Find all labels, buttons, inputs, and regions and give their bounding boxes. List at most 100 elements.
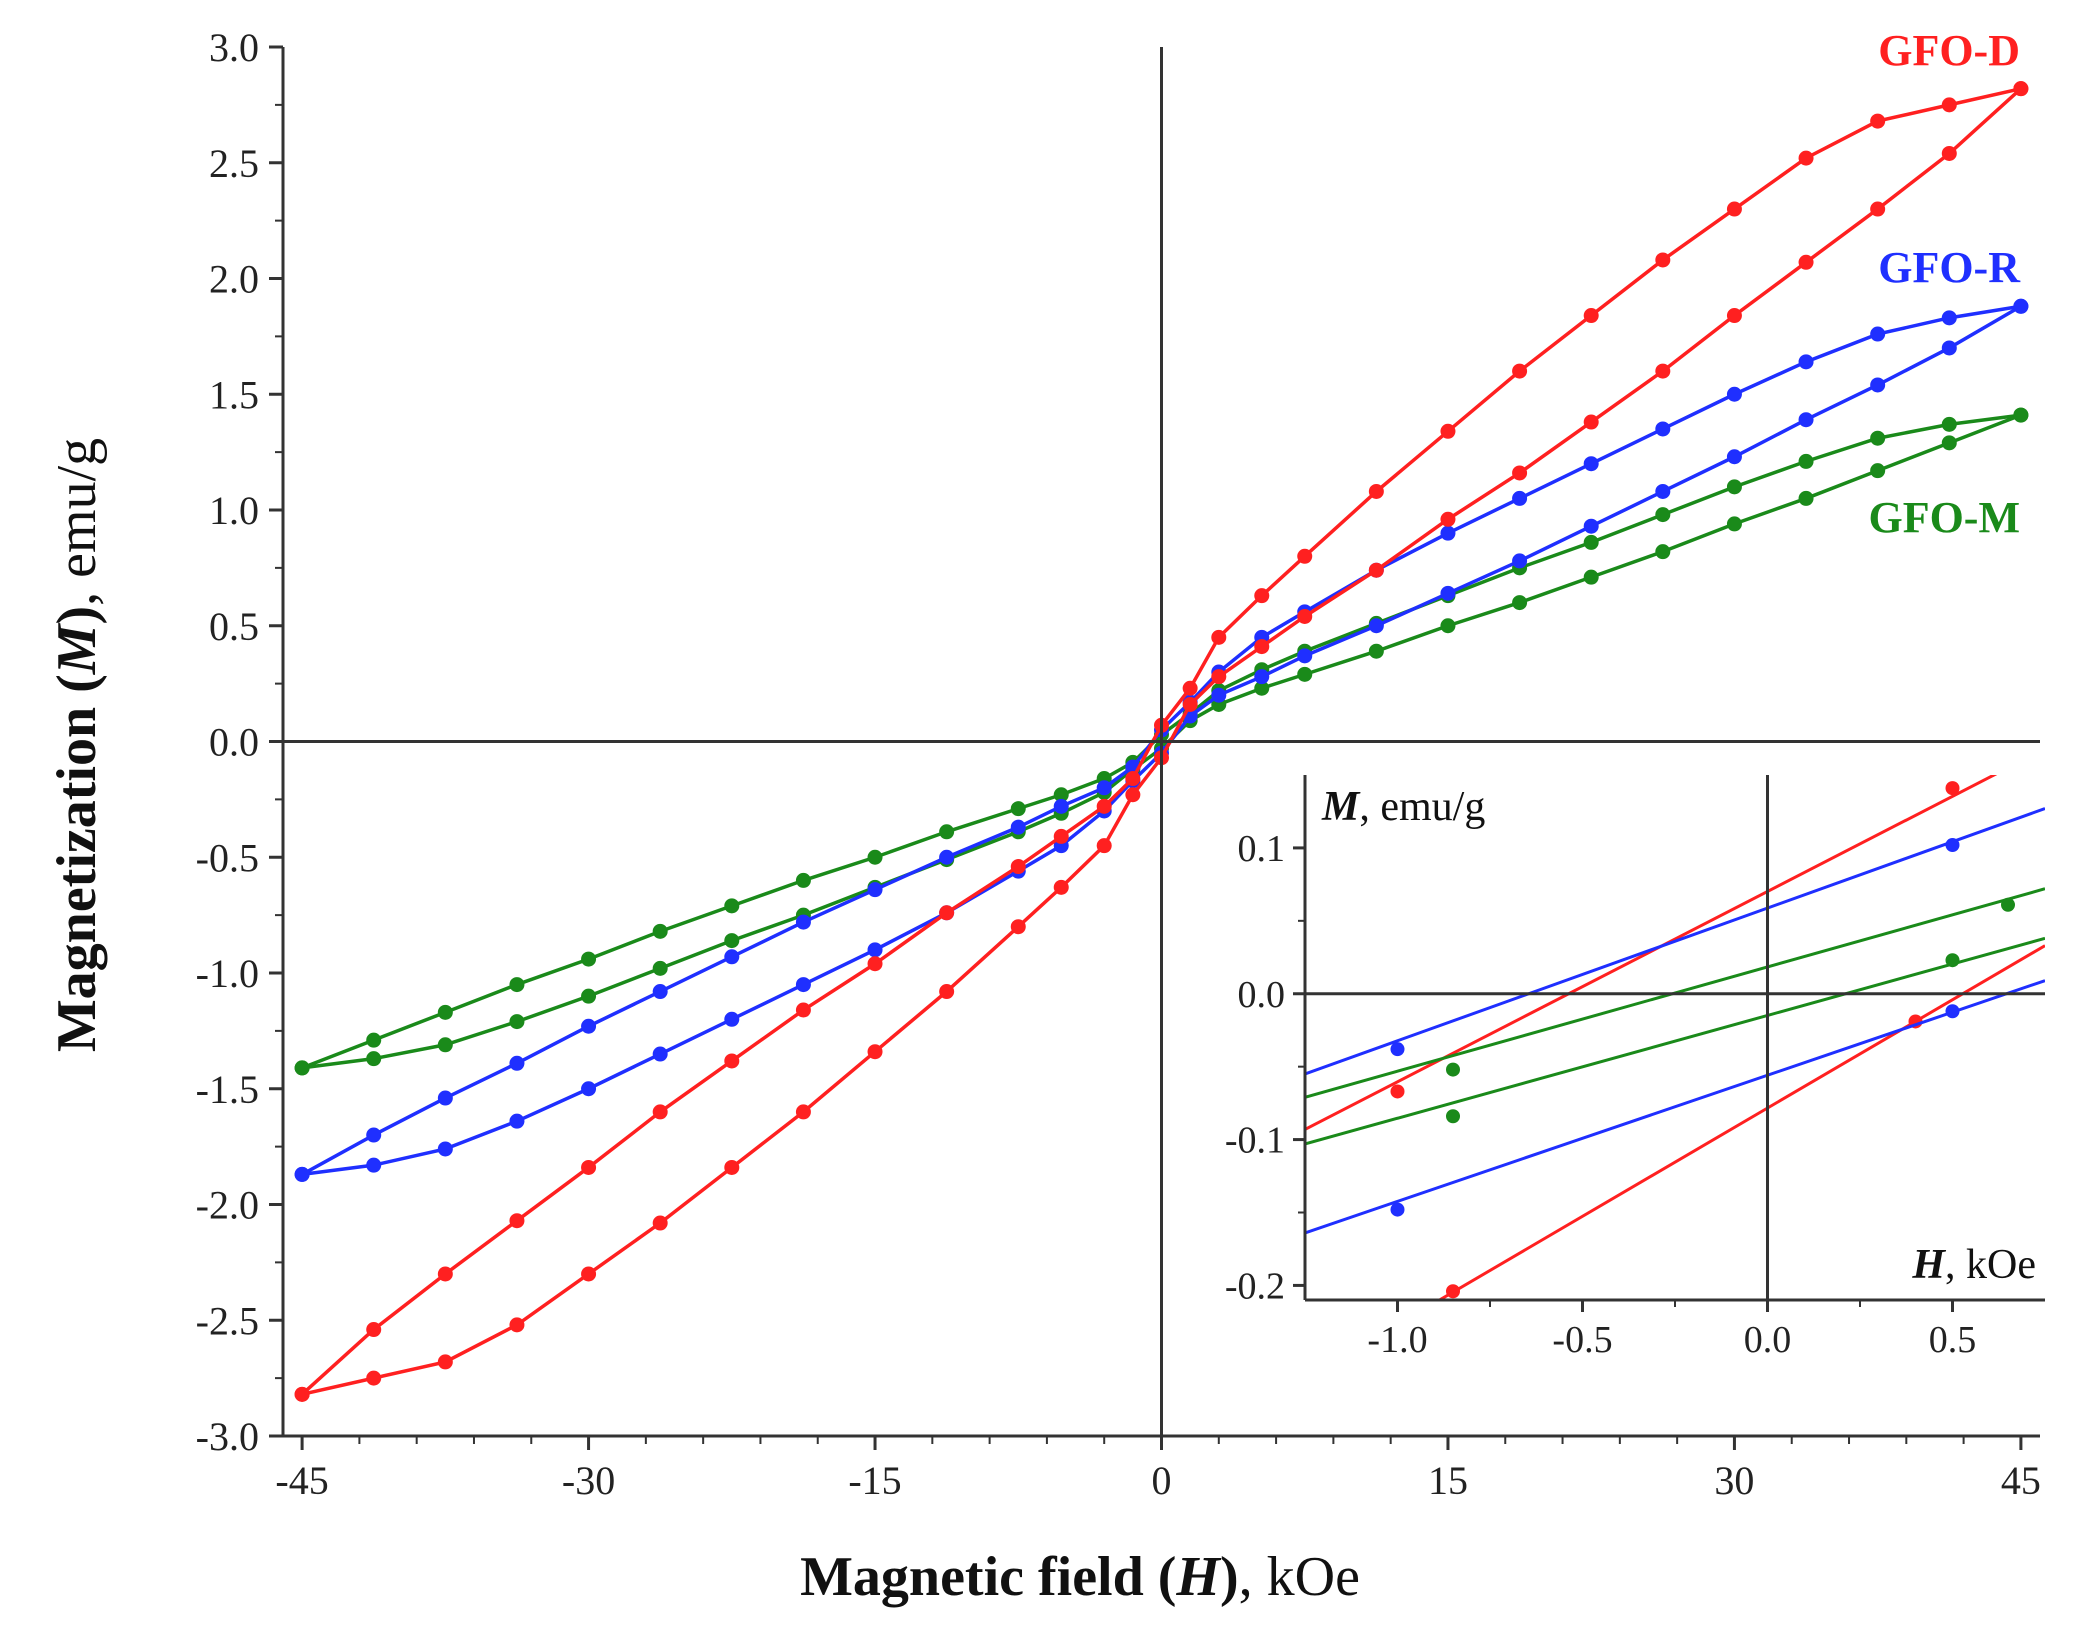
data-point [1254, 639, 1270, 655]
data-point [1254, 680, 1270, 696]
x-tick-label: -15 [848, 1458, 901, 1503]
data-point [1655, 544, 1671, 560]
data-point [867, 942, 883, 958]
inset-data-point [1390, 1042, 1405, 1057]
data-point [1655, 483, 1671, 499]
y-tick-label: -0.5 [196, 835, 259, 880]
data-point [1096, 838, 1112, 854]
inset-x-axis-label: H, kOe [1911, 1242, 2036, 1288]
x-axis-title: Magnetic field (H), kOe [800, 1546, 1360, 1608]
ticks-layer: -3.0 -2.5 -2.0 -1.5 -1.0 -0.5 0.0 0.5 1.0 1.5 2.0 2… [196, 25, 2041, 1503]
data-point [437, 1037, 453, 1053]
series-label-gfo-m: GFO-M [1868, 493, 2020, 542]
y-tick-label: -3.0 [196, 1414, 259, 1459]
data-point [437, 1141, 453, 1157]
y-tick-label: -2.0 [196, 1183, 259, 1228]
data-point [939, 824, 955, 840]
data-point [1053, 798, 1069, 814]
inset-line-gfo-r-lower [1305, 979, 2045, 1235]
y-tick-label: 0.0 [209, 720, 259, 765]
data-point [509, 977, 525, 993]
data-point [437, 1266, 453, 1282]
data-point [1726, 449, 1742, 465]
data-point [652, 1046, 668, 1062]
inset-data-point [1446, 1284, 1460, 1299]
data-point [1512, 465, 1528, 481]
inset-line-gfo-r-upper [1305, 807, 2045, 1076]
data-point [581, 951, 597, 967]
data-point [1583, 534, 1599, 550]
inset-ticks: 0.1 0.0 -0.1 -0.2 -1.0 -0.5 0.0 0.5 [1225, 828, 1976, 1361]
data-point [1870, 201, 1886, 217]
data-point [1125, 787, 1141, 803]
data-point [1368, 643, 1384, 659]
x-tick-label: 30 [1714, 1458, 1754, 1503]
data-point [1096, 780, 1112, 796]
data-point [939, 905, 955, 921]
data-point [1010, 801, 1026, 817]
data-point [867, 1044, 883, 1060]
data-point [1297, 666, 1313, 682]
inset-y-tick-label: -0.2 [1225, 1265, 1285, 1307]
y-tick-label: 0.5 [209, 604, 259, 649]
data-point [581, 988, 597, 1004]
data-point [294, 1166, 310, 1182]
inset-x-tick-label: 0.0 [1744, 1319, 1792, 1361]
inset-data-point [1945, 838, 1960, 852]
data-point [366, 1032, 382, 1048]
data-point [1125, 771, 1141, 787]
data-point [1798, 150, 1814, 166]
data-point [1211, 687, 1227, 703]
data-point [437, 1004, 453, 1020]
data-point [581, 1159, 597, 1175]
y-tick-label: 2.0 [209, 257, 259, 302]
data-point [1583, 569, 1599, 585]
data-point [294, 1386, 310, 1402]
inset-y-tick-label: 0.1 [1238, 828, 1286, 870]
x-tick-label: -45 [275, 1458, 328, 1503]
data-point [509, 1014, 525, 1030]
data-point [1726, 201, 1742, 217]
data-point [652, 984, 668, 1000]
inset-background [1300, 775, 2045, 1305]
data-point [1440, 585, 1456, 601]
data-point [1798, 354, 1814, 370]
data-point [939, 849, 955, 865]
y-tick-label: -2.5 [196, 1298, 259, 1343]
data-point [509, 1055, 525, 1071]
data-point [1512, 553, 1528, 569]
data-point [1870, 377, 1886, 393]
y-tick-label: -1.5 [196, 1067, 259, 1112]
data-point [1297, 648, 1313, 664]
data-point [1583, 414, 1599, 430]
data-point [1368, 618, 1384, 634]
data-point [867, 956, 883, 972]
data-point [867, 882, 883, 898]
x-tick-label: -30 [562, 1458, 615, 1503]
data-point [437, 1090, 453, 1106]
data-point [1726, 308, 1742, 324]
data-point [1440, 511, 1456, 527]
data-point [366, 1322, 382, 1338]
data-point [1368, 562, 1384, 578]
data-point [1798, 254, 1814, 270]
data-point [1870, 326, 1886, 342]
inset-y-axis-label: M, emu/g [1321, 784, 1485, 830]
series-labels: GFO-D GFO-R GFO-M [1868, 26, 2021, 542]
data-point [1010, 859, 1026, 875]
series-label-gfo-d: GFO-D [1878, 26, 2020, 75]
inset-y-tick-label: -0.1 [1225, 1120, 1285, 1162]
data-point [724, 1053, 740, 1069]
data-point [1254, 588, 1270, 604]
inset-data-point [1945, 1004, 1960, 1019]
inset-data-point [1446, 1062, 1460, 1077]
data-point [1870, 113, 1886, 129]
data-point [509, 1213, 525, 1229]
data-point [1254, 669, 1270, 685]
data-point [724, 933, 740, 949]
data-point [1941, 97, 1957, 113]
data-point [1297, 608, 1313, 624]
data-point [1512, 363, 1528, 379]
data-point [1726, 386, 1742, 402]
